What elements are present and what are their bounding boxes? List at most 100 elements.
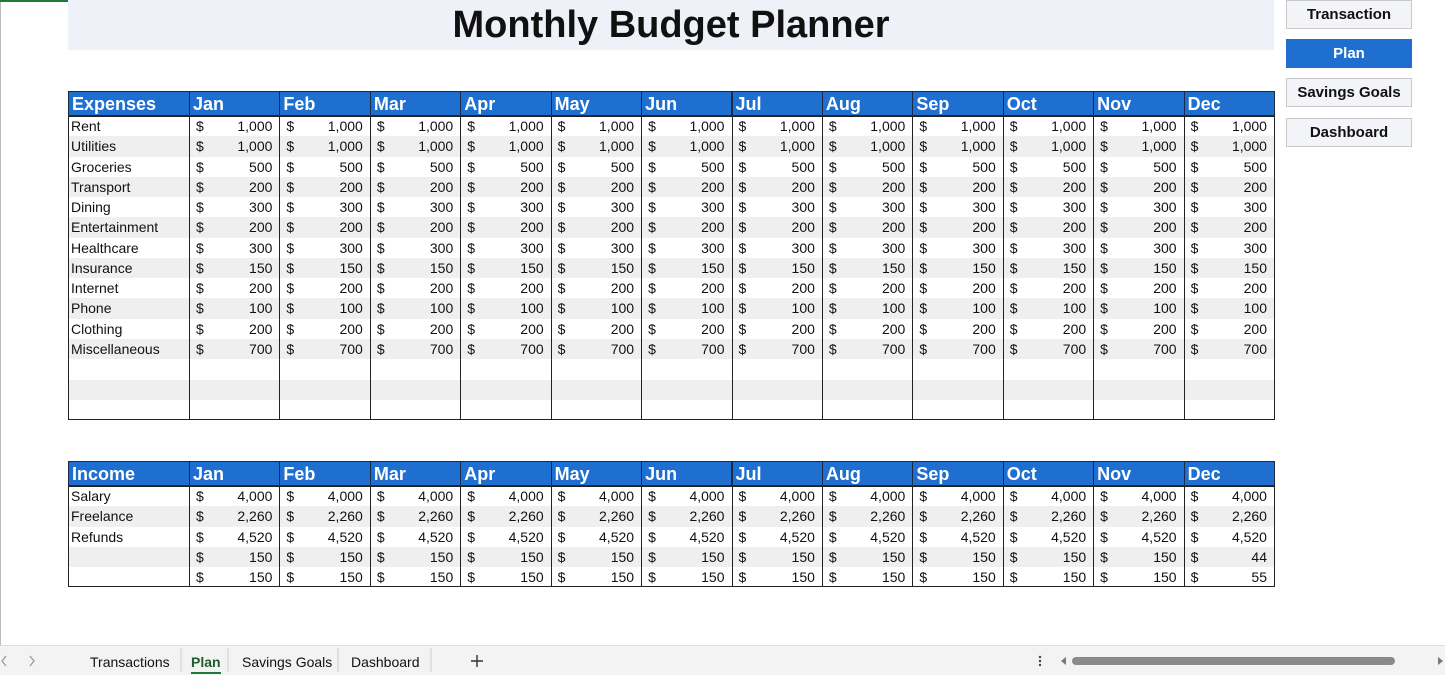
currency-symbol: $: [196, 340, 204, 357]
currency-symbol: $: [467, 158, 476, 175]
hscroll-right[interactable]: [1438, 657, 1443, 665]
currency-symbol: $: [196, 219, 204, 236]
currency-symbol: $: [738, 320, 747, 337]
amount: 1,000: [689, 118, 725, 134]
amount: 1,000: [1051, 138, 1087, 155]
table-border: [68, 116, 1275, 421]
currency-symbol: $: [648, 118, 656, 134]
hscroll-left[interactable]: [1061, 657, 1066, 665]
currency-symbol: $: [1100, 508, 1108, 525]
row-label: Transport: [71, 178, 131, 195]
column-line: [731, 116, 733, 421]
amount: 200: [972, 219, 996, 236]
amount: 4,000: [870, 488, 906, 504]
currency-symbol: $: [648, 340, 656, 357]
amount: 700: [791, 340, 815, 357]
amount: 700: [881, 340, 906, 357]
amount: 200: [520, 219, 544, 236]
amount: 200: [249, 320, 273, 337]
row-band: [68, 546, 1274, 568]
currency-symbol: $: [286, 239, 295, 256]
currency-symbol: $: [828, 219, 837, 236]
currency-symbol: $: [467, 320, 476, 337]
amount: 2,260: [870, 508, 906, 525]
currency-symbol: $: [467, 488, 476, 504]
currency-symbol: $: [1190, 199, 1199, 216]
add-sheet[interactable]: [471, 655, 483, 667]
currency-symbol: $: [828, 508, 837, 525]
currency-symbol: $: [286, 528, 295, 545]
currency-symbol: $: [738, 300, 747, 317]
amount: 4,000: [1231, 488, 1267, 504]
currency-symbol: $: [738, 199, 747, 216]
currency-symbol: $: [1009, 508, 1018, 525]
amount: 1,000: [599, 138, 635, 155]
amount: 150: [791, 569, 815, 586]
nav-button[interactable]: Dashboard: [1286, 118, 1412, 147]
currency-symbol: $: [1100, 138, 1108, 155]
amount: 700: [520, 340, 544, 357]
currency-symbol: $: [557, 528, 566, 545]
amount: 500: [972, 158, 996, 175]
amount: 300: [339, 239, 363, 256]
amount: 100: [1062, 300, 1087, 317]
nav-button[interactable]: Savings Goals: [1286, 78, 1412, 107]
currency-symbol: $: [286, 340, 295, 357]
more-dots[interactable]: [1038, 659, 1042, 663]
amount: 700: [339, 340, 363, 357]
month-header: Nov: [1093, 461, 1185, 486]
currency-symbol: $: [376, 508, 385, 525]
amount: 1,000: [237, 138, 273, 155]
amount: 200: [1153, 280, 1177, 297]
currency-symbol: $: [376, 158, 385, 175]
column-line: [460, 486, 462, 588]
hscroll-thumb[interactable]: [1072, 657, 1395, 665]
currency-symbol: $: [557, 488, 566, 504]
amount: 200: [339, 219, 363, 236]
amount: 1,000: [779, 138, 815, 155]
nav-button[interactable]: Transaction: [1286, 0, 1412, 29]
scroll-left-arrow[interactable]: [1, 655, 7, 667]
sheet-tab[interactable]: Plan: [191, 652, 221, 674]
more-dots[interactable]: [1038, 663, 1042, 667]
currency-symbol: $: [376, 259, 385, 276]
currency-symbol: $: [1009, 138, 1018, 155]
currency-symbol: $: [648, 219, 656, 236]
currency-symbol: $: [196, 138, 204, 155]
currency-symbol: $: [828, 118, 837, 134]
more-dots[interactable]: [1038, 655, 1042, 659]
amount: 1,000: [870, 118, 906, 134]
currency-symbol: $: [648, 259, 656, 276]
currency-symbol: $: [1100, 488, 1108, 504]
currency-symbol: $: [738, 178, 747, 195]
amount: 4,520: [327, 528, 363, 545]
currency-symbol: $: [467, 340, 476, 357]
amount: 4,000: [1141, 488, 1177, 504]
currency-symbol: $: [919, 199, 928, 216]
currency-symbol: $: [1100, 219, 1108, 236]
title: Monthly Budget Planner: [68, 0, 1274, 50]
amount: 200: [791, 219, 815, 236]
amount: 150: [249, 259, 273, 276]
currency-symbol: $: [919, 340, 928, 357]
currency-symbol: $: [828, 280, 837, 297]
month-header: Aug: [821, 461, 914, 486]
sheet-tab[interactable]: Savings Goals: [242, 654, 333, 670]
currency-symbol: $: [196, 178, 204, 195]
scroll-right-arrow[interactable]: [29, 655, 35, 667]
month-header: Jun: [641, 461, 733, 486]
amount: 500: [881, 158, 906, 175]
sheet-tab[interactable]: Transactions: [90, 654, 170, 670]
amount: 2,260: [1051, 508, 1087, 525]
amount: 200: [1062, 320, 1087, 337]
amount: 4,520: [870, 528, 906, 545]
sheet-tab[interactable]: Dashboard: [351, 654, 420, 670]
currency-symbol: $: [196, 199, 204, 216]
nav-button[interactable]: Plan: [1286, 39, 1412, 68]
currency-symbol: $: [738, 528, 747, 545]
currency-symbol: $: [738, 340, 747, 357]
currency-symbol: $: [919, 138, 928, 155]
amount: 200: [520, 178, 544, 195]
amount: 200: [339, 280, 363, 297]
